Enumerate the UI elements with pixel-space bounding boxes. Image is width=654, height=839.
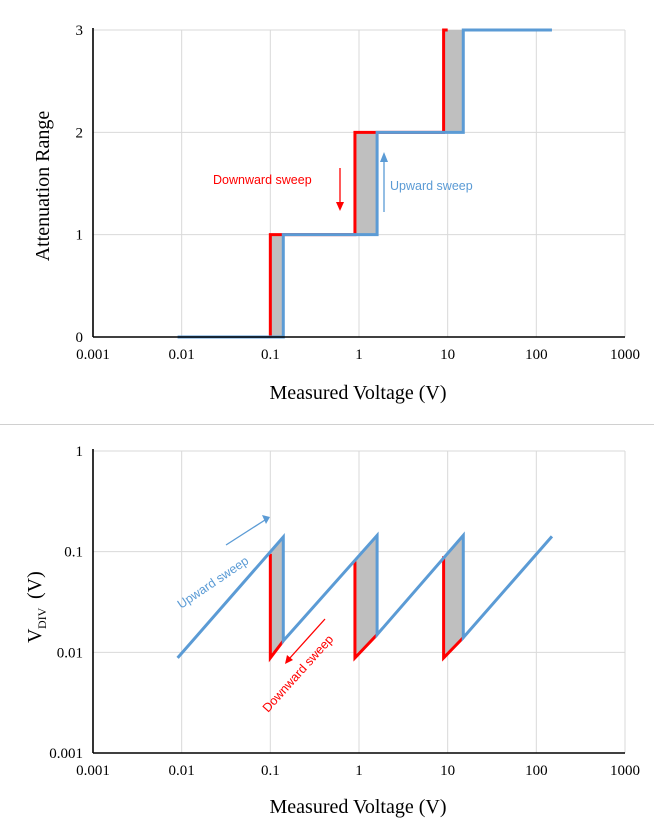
series-downward-sweep-segment bbox=[353, 561, 379, 662]
series-upward-sweep bbox=[177, 28, 552, 339]
y-axis-title-subscript: DIV bbox=[35, 607, 49, 629]
x-tick-label: 100 bbox=[525, 763, 548, 779]
y-tick-labels: 0 1 2 3 bbox=[76, 23, 84, 346]
x-tick-labels: 0.001 0.01 0.1 1 10 100 1000 bbox=[76, 347, 640, 363]
axes bbox=[92, 28, 625, 338]
annotation-arrowhead-upward bbox=[262, 515, 270, 524]
y-tick-label: 2 bbox=[76, 125, 84, 141]
y-tick-label: 3 bbox=[76, 23, 84, 39]
y-axis-title-unit: (V) bbox=[24, 571, 46, 599]
series-downward-sweep-segment bbox=[268, 553, 285, 663]
y-axis-title-main: V bbox=[24, 628, 46, 643]
vdiv-chart: 0.001 0.01 0.1 1 10 100 1000 0.001 0.01 0.1 1 Upw… bbox=[24, 444, 640, 818]
vdiv-chart-panel: 0.001 0.01 0.1 1 10 100 1000 0.001 0.01 0.1 1 Upw… bbox=[0, 425, 654, 839]
hysteresis-band bbox=[270, 536, 284, 658]
panel-divider bbox=[0, 424, 654, 425]
hysteresis-band bbox=[443, 535, 464, 658]
axes bbox=[92, 449, 625, 754]
hysteresis-band bbox=[443, 30, 464, 133]
hysteresis-band bbox=[270, 234, 284, 337]
y-tick-label: 0.1 bbox=[64, 545, 83, 561]
annotation-arrow-upward bbox=[225, 519, 266, 546]
x-axis-title: Measured Voltage (V) bbox=[270, 382, 447, 404]
series-downward-sweep bbox=[268, 28, 448, 337]
y-tick-labels: 0.001 0.01 0.1 1 bbox=[49, 444, 83, 762]
x-tick-label: 1000 bbox=[610, 347, 640, 363]
x-tick-label: 0.001 bbox=[76, 763, 110, 779]
annotation-arrow-downward bbox=[288, 618, 326, 660]
annotation-arrowhead-upward bbox=[380, 152, 388, 162]
annotations: Downward sweep Upward sweep bbox=[213, 152, 473, 212]
attenuation-range-chart: 0.001 0.01 0.1 1 10 100 1000 0 1 2 3 Downward swe… bbox=[32, 23, 640, 404]
x-tick-label: 0.01 bbox=[169, 347, 195, 363]
x-tick-label: 0.1 bbox=[261, 763, 280, 779]
y-tick-label: 0.001 bbox=[49, 746, 83, 762]
y-axis-title: V DIV (V) bbox=[24, 571, 49, 643]
x-tick-label: 0.01 bbox=[169, 763, 195, 779]
annotation-upward-sweep: Upward sweep bbox=[390, 179, 473, 193]
x-tick-label: 10 bbox=[440, 347, 455, 363]
x-tick-label: 1 bbox=[355, 763, 363, 779]
y-tick-label: 1 bbox=[76, 444, 84, 460]
x-tick-labels: 0.001 0.01 0.1 1 10 100 1000 bbox=[76, 763, 640, 779]
x-tick-label: 100 bbox=[525, 347, 548, 363]
x-tick-label: 0.001 bbox=[76, 347, 110, 363]
series-upward-sweep bbox=[176, 531, 554, 659]
hysteresis-band bbox=[354, 132, 378, 235]
y-tick-label: 0.01 bbox=[57, 645, 83, 661]
annotation-upward-sweep: Upward sweep bbox=[175, 554, 251, 612]
x-tick-label: 10 bbox=[440, 763, 455, 779]
annotation-downward-sweep: Downward sweep bbox=[213, 173, 312, 187]
y-tick-label: 0 bbox=[76, 330, 84, 346]
y-axis-title: Attenuation Range bbox=[32, 111, 54, 262]
hysteresis-bands bbox=[270, 535, 464, 658]
series-lines bbox=[177, 28, 552, 339]
annotation-arrowhead-downward bbox=[336, 202, 344, 211]
x-tick-label: 1000 bbox=[610, 763, 640, 779]
attenuation-range-chart-panel: 0.001 0.01 0.1 1 10 100 1000 0 1 2 3 Downward swe… bbox=[32, 23, 640, 404]
x-tick-label: 0.1 bbox=[261, 347, 280, 363]
x-axis-title: Measured Voltage (V) bbox=[270, 796, 447, 818]
hysteresis-bands bbox=[270, 30, 464, 337]
x-tick-label: 1 bbox=[355, 347, 363, 363]
annotation-arrowhead-downward bbox=[285, 655, 293, 664]
series-lines bbox=[176, 531, 554, 663]
y-tick-label: 1 bbox=[76, 228, 84, 244]
annotations: Upward sweep Downward sweep bbox=[175, 515, 336, 715]
series-downward-sweep-segment bbox=[442, 556, 465, 662]
hysteresis-band bbox=[354, 535, 378, 658]
